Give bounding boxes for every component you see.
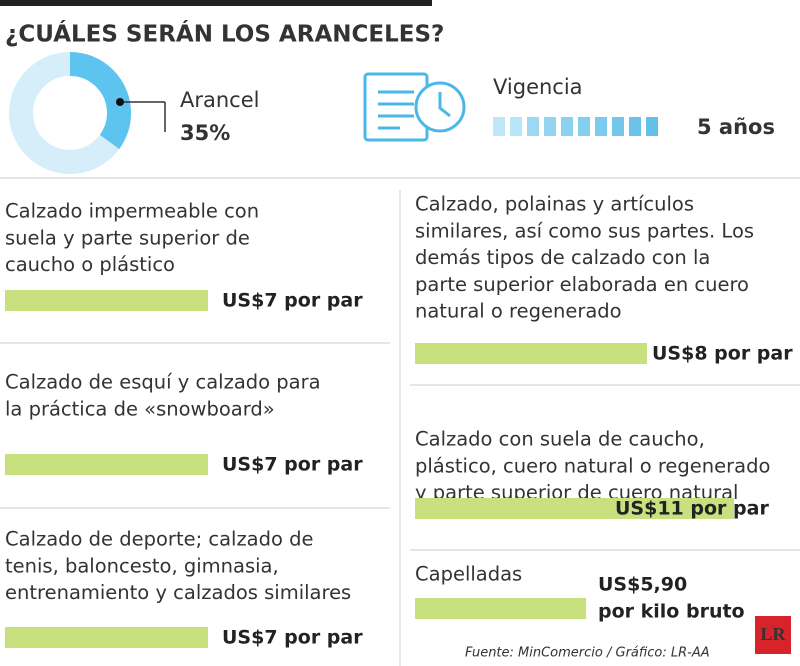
item-description: la práctica de «snowboard»: [5, 397, 275, 420]
value-label: US$7 por par: [222, 454, 363, 476]
segment: [561, 117, 573, 136]
vigencia-bar: [493, 117, 658, 136]
arancel-label: Arancel: [180, 88, 259, 112]
segment: [595, 117, 607, 136]
item-description: parte superior elaborada en cuero: [415, 273, 749, 296]
donut-slice: [9, 52, 131, 174]
item-description: demás tipos de calzado con la: [415, 246, 710, 269]
item-description: suela y parte superior de: [5, 226, 250, 249]
bar: [415, 498, 734, 519]
value-label: US$7 por par: [222, 627, 363, 649]
value-label: US$8 por par: [652, 343, 793, 365]
logo: LR: [760, 624, 786, 644]
leader-dot: [116, 98, 124, 106]
vigencia-value: 5 años: [697, 115, 775, 139]
item-description: natural o regenerado: [415, 300, 622, 323]
item-description: Capelladas: [415, 563, 522, 586]
item-description: similares, así como sus partes. Los: [415, 219, 754, 242]
arancel-value: 35%: [180, 121, 230, 145]
logo-box: [755, 616, 791, 654]
segment: [544, 117, 556, 136]
vigencia-label: Vigencia: [493, 75, 583, 99]
item-description: plástico, cuero natural o regenerado: [415, 454, 770, 477]
item-description: Calzado de esquí y calzado para: [5, 371, 321, 394]
segment: [493, 117, 505, 136]
segment: [612, 117, 624, 136]
value-label: por kilo bruto: [598, 601, 745, 623]
item-description: tenis, baloncesto, gimnasia,: [5, 554, 279, 577]
value-label: US$7 por par: [222, 290, 363, 312]
value-label: US$11 por par: [615, 498, 769, 520]
value-label: US$5,90: [598, 574, 687, 596]
title: ¿CUÁLES SERÁN LOS ARANCELES?: [5, 20, 444, 48]
bar: [5, 627, 208, 648]
segment: [629, 117, 641, 136]
item-description: Calzado de deporte; calzado de: [5, 528, 314, 551]
segment: [646, 117, 658, 136]
item-description: Calzado impermeable con: [5, 200, 259, 223]
item-description: Calzado, polainas y artículos: [415, 193, 694, 216]
top-bar: [0, 0, 432, 6]
donut: [9, 52, 131, 174]
segment: [578, 117, 590, 136]
source: Fuente: MinComercio / Gráfico: LR-AA: [465, 646, 710, 661]
segment: [527, 117, 539, 136]
item-description: caucho o plástico: [5, 253, 175, 276]
bar: [5, 454, 208, 475]
segment: [510, 117, 522, 136]
bar: [415, 343, 647, 364]
bar: [5, 290, 208, 311]
calendar-icon: [363, 72, 466, 142]
item-description: entrenamiento y calzados similares: [5, 581, 351, 604]
item-description: Calzado con suela de caucho,: [415, 428, 705, 451]
bar: [415, 598, 587, 619]
